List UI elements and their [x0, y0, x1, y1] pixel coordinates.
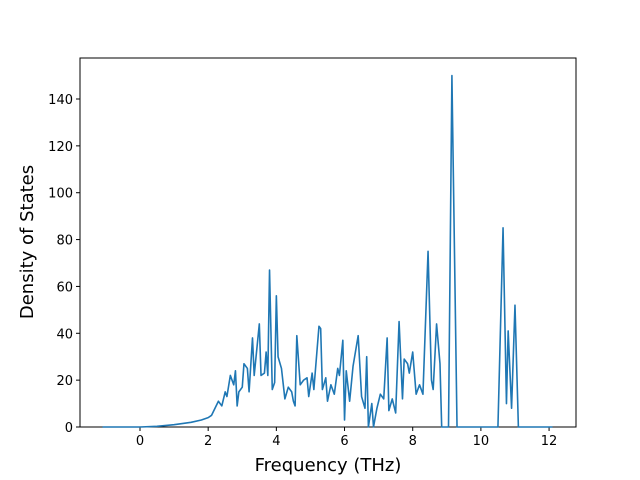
x-axis-label: Frequency (THz) [255, 455, 402, 476]
x-tick-label: 6 [340, 434, 348, 449]
line-series [102, 74, 553, 428]
plot-frame [79, 57, 577, 428]
y-tick-label: 120 [48, 140, 73, 155]
x-tick-label: 10 [473, 434, 490, 449]
y-tick-label: 0 [65, 421, 73, 436]
y-axis-label: Density of States [17, 165, 38, 319]
x-tick-label: 12 [541, 434, 558, 449]
x-tick-label: 0 [136, 434, 144, 449]
y-tick-label: 60 [56, 280, 73, 295]
x-tick-label: 2 [204, 434, 212, 449]
y-tick-label: 100 [48, 187, 73, 202]
y-tick-label: 140 [48, 93, 73, 108]
y-tick-label: 20 [56, 374, 73, 389]
y-tick-label: 40 [56, 327, 73, 342]
x-tick-label: 8 [409, 434, 417, 449]
y-tick-label: 80 [56, 234, 73, 249]
x-tick-label: 4 [272, 434, 280, 449]
